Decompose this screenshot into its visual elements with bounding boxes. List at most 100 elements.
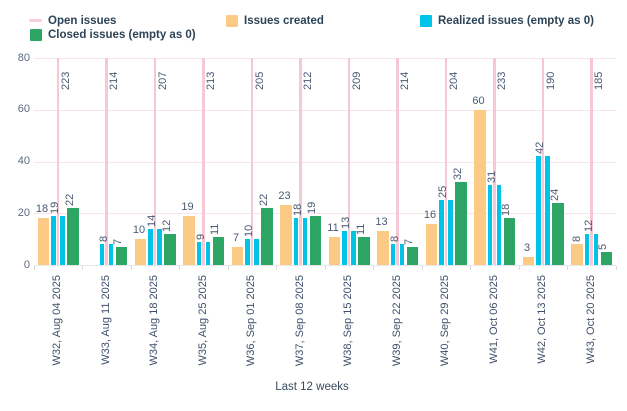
legend-label: Realized issues (empty as 0) [438, 14, 594, 27]
closed-issues-bar[interactable] [261, 208, 273, 265]
realized-issues-bar[interactable] [205, 241, 211, 265]
closed-issues-bar[interactable] [309, 215, 321, 265]
realized-issues-bar[interactable] [342, 231, 347, 265]
y-gridline [33, 58, 616, 59]
x-axis-tick [82, 266, 84, 270]
created-value-label: 3 [523, 242, 531, 255]
x-axis-tick [567, 266, 569, 270]
open-issues-value-label: 190 [544, 71, 557, 90]
realized-issues-bar[interactable] [196, 241, 202, 265]
open-issues-line[interactable] [590, 58, 593, 265]
issues-created-bar[interactable] [280, 205, 292, 265]
y-tick-label: 0 [23, 258, 30, 271]
legend-item-open-issues[interactable]: Open issues [29, 13, 116, 28]
closed-issues-bar[interactable] [600, 252, 612, 265]
realized-issues-bar[interactable] [302, 218, 308, 265]
issues-created-bar[interactable] [474, 109, 486, 265]
legend-item-closed-issues-empty-as-0[interactable]: Closed issues (empty as 0) [30, 27, 196, 42]
open-issues-line[interactable] [153, 58, 157, 265]
realized-issues-bar[interactable] [108, 244, 114, 265]
x-axis-tick [615, 266, 617, 270]
realized-issues-bar[interactable] [399, 244, 405, 265]
open-issues-value-label: 185 [593, 71, 605, 90]
created-value-label: 10 [132, 224, 146, 237]
open-issues-line[interactable] [250, 58, 254, 265]
realized-issues-bar[interactable] [254, 239, 259, 265]
closed-issues-bar[interactable] [358, 236, 370, 265]
x-axis-line [33, 265, 616, 266]
x-axis-tick [421, 266, 423, 270]
realized-issues-bar[interactable] [60, 215, 65, 265]
created-value-label: 19 [181, 200, 194, 213]
open-issues-line[interactable] [541, 58, 545, 265]
issues-created-bar[interactable] [522, 257, 534, 265]
realized-issues-bar[interactable] [584, 233, 590, 265]
created-value-label: 18 [35, 203, 49, 216]
realized-issues-bar[interactable] [439, 200, 444, 265]
realized-issues-bar[interactable] [245, 239, 250, 265]
closed-issues-bar[interactable] [552, 202, 564, 265]
closed-value-label: 19 [306, 201, 318, 214]
open-issues-line[interactable] [202, 58, 205, 265]
realized-issues-bar[interactable] [293, 218, 299, 265]
x-category-label: W33, Aug 11 2025 [99, 275, 112, 365]
issues-created-bar[interactable] [377, 231, 389, 265]
realized-issues-bar[interactable] [536, 156, 541, 265]
realized-issues-bar[interactable] [390, 244, 396, 265]
open-issues-line[interactable] [56, 58, 60, 265]
closed-issues-bar[interactable] [455, 182, 467, 265]
closed-issues-bar[interactable] [406, 246, 418, 265]
closed-issues-bar[interactable] [67, 208, 79, 265]
created-value-label: 23 [278, 190, 291, 203]
issues-created-bar[interactable] [183, 215, 195, 265]
realized-issues-bar[interactable] [593, 233, 599, 265]
open-issues-line[interactable] [299, 58, 302, 265]
x-axis-tick [373, 266, 375, 270]
legend-swatch-open-issues [29, 19, 42, 22]
created-value-label: 60 [472, 94, 485, 107]
closed-issues-bar[interactable] [212, 236, 224, 265]
realized-issues-bar[interactable] [51, 215, 56, 265]
realized-issues-bar[interactable] [148, 228, 153, 265]
x-axis-tick [518, 266, 520, 270]
open-issues-value-label: 213 [205, 71, 217, 90]
open-issues-line[interactable] [347, 58, 351, 265]
realized-issues-bar[interactable] [157, 228, 162, 265]
realized-issues-bar[interactable] [496, 184, 502, 265]
legend-item-realized-issues-empty-as-0[interactable]: Realized issues (empty as 0) [420, 13, 594, 28]
closed-issues-bar[interactable] [115, 246, 127, 265]
realized-value-label: 8 [388, 236, 401, 243]
created-value-label: 7 [232, 231, 240, 244]
open-issues-line[interactable] [396, 58, 399, 265]
closed-issues-bar[interactable] [503, 218, 515, 265]
realized-issues-bar[interactable] [99, 244, 105, 265]
x-axis-tick [324, 266, 326, 270]
open-issues-line[interactable] [444, 58, 448, 265]
issues-created-bar[interactable] [231, 246, 243, 265]
issues-created-bar[interactable] [134, 239, 146, 265]
open-issues-value-label: 207 [156, 71, 169, 90]
realized-value-label: 13 [340, 217, 352, 230]
open-issues-line[interactable] [105, 58, 108, 265]
issues-created-bar[interactable] [571, 244, 583, 265]
x-category-label: W37, Sep 08 2025 [293, 275, 306, 367]
issues-created-bar[interactable] [328, 236, 340, 265]
issues-created-bar[interactable] [425, 223, 437, 265]
x-category-label: W34, Aug 18 2025 [148, 275, 161, 366]
closed-value-label: 18 [500, 204, 512, 217]
open-issues-line[interactable] [493, 58, 496, 265]
open-issues-value-label: 204 [447, 71, 460, 90]
realized-issues-bar[interactable] [545, 156, 550, 265]
realized-issues-bar[interactable] [351, 231, 356, 265]
realized-issues-bar[interactable] [487, 184, 493, 265]
y-tick-label: 80 [17, 51, 30, 64]
closed-issues-bar[interactable] [164, 233, 176, 265]
realized-value-label: 19 [49, 201, 61, 214]
open-issues-value-label: 209 [350, 71, 363, 90]
issues-created-bar[interactable] [37, 218, 49, 265]
y-gridline [33, 109, 616, 111]
closed-value-label: 7 [403, 238, 415, 245]
realized-issues-bar[interactable] [448, 200, 453, 265]
legend-item-issues-created[interactable]: Issues created [226, 13, 324, 28]
